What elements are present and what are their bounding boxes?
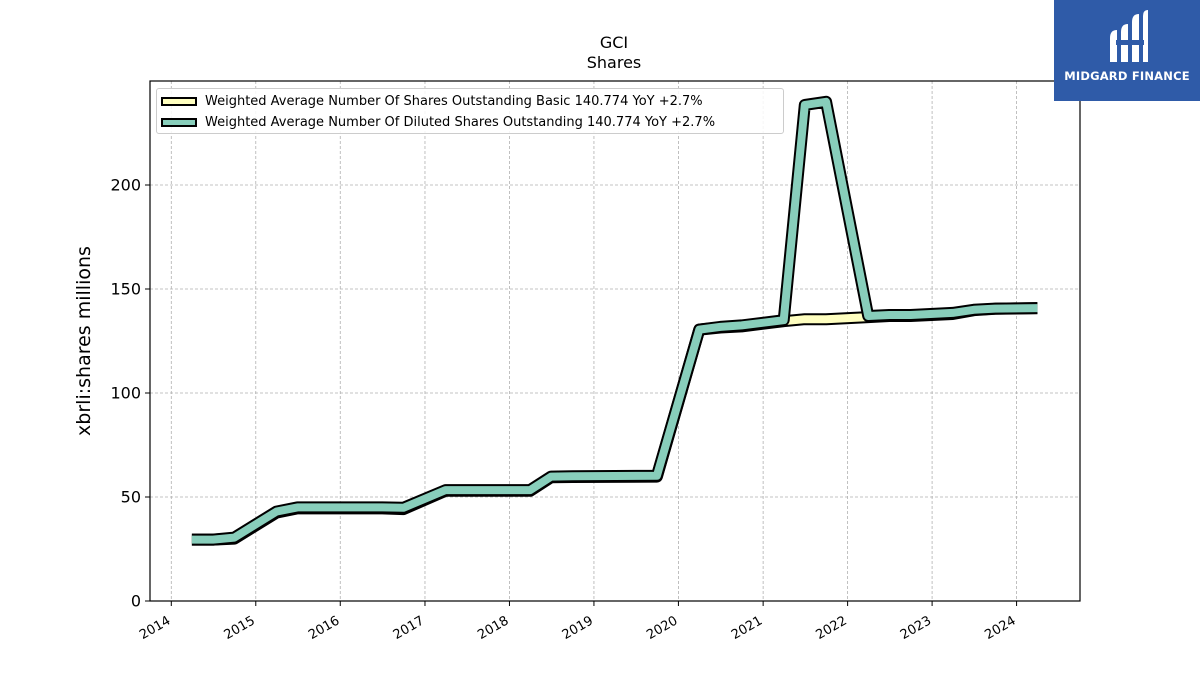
x-tick-label: 2021	[729, 613, 765, 643]
x-tick-label: 2015	[222, 613, 258, 643]
plot-area-frame	[149, 80, 1081, 602]
x-tick-label: 2019	[560, 613, 596, 643]
chart-subtitle: Shares	[587, 53, 642, 72]
x-tick-label: 2017	[391, 613, 427, 643]
grid-lines	[150, 81, 1080, 602]
brand-logo-text: MIDGARD FINANCE	[1064, 69, 1190, 83]
series-diluted	[191, 95, 1038, 546]
legend-swatch-diluted	[161, 117, 197, 127]
legend-label-diluted: Weighted Average Number Of Diluted Share…	[205, 114, 716, 130]
y-tick-label: 50	[121, 488, 141, 507]
y-tick-label: 150	[110, 280, 141, 299]
series-line	[191, 97, 1038, 544]
x-tick-label: 2016	[306, 613, 342, 643]
legend-item-basic: Weighted Average Number Of Shares Outsta…	[161, 92, 703, 110]
brand-logo-mark-icon	[1110, 10, 1148, 62]
series-layer	[191, 95, 1038, 546]
legend-item-diluted: Weighted Average Number Of Diluted Share…	[161, 113, 715, 131]
x-tick-label: 2023	[898, 613, 934, 643]
y-axis-label: xbrli:shares millions	[73, 246, 95, 436]
legend: Weighted Average Number Of Shares Outsta…	[156, 88, 784, 134]
x-tick-label: 2014	[137, 613, 173, 643]
chart-title: GCI	[600, 33, 628, 52]
legend-swatch-basic	[161, 96, 197, 106]
y-tick-label: 100	[110, 384, 141, 403]
x-tick-label: 2018	[475, 613, 511, 643]
axis-layer: 0 50 100 150 200 2014 2015 2016 2017 2018 2019 2020…	[110, 176, 1018, 644]
y-tick-label: 0	[131, 592, 141, 611]
x-tick-label: 2024	[982, 613, 1018, 643]
legend-label-basic: Weighted Average Number Of Shares Outsta…	[205, 93, 703, 109]
y-tick-label: 200	[110, 176, 141, 195]
x-tick-label: 2020	[644, 613, 680, 643]
x-tick-label: 2022	[813, 613, 849, 643]
